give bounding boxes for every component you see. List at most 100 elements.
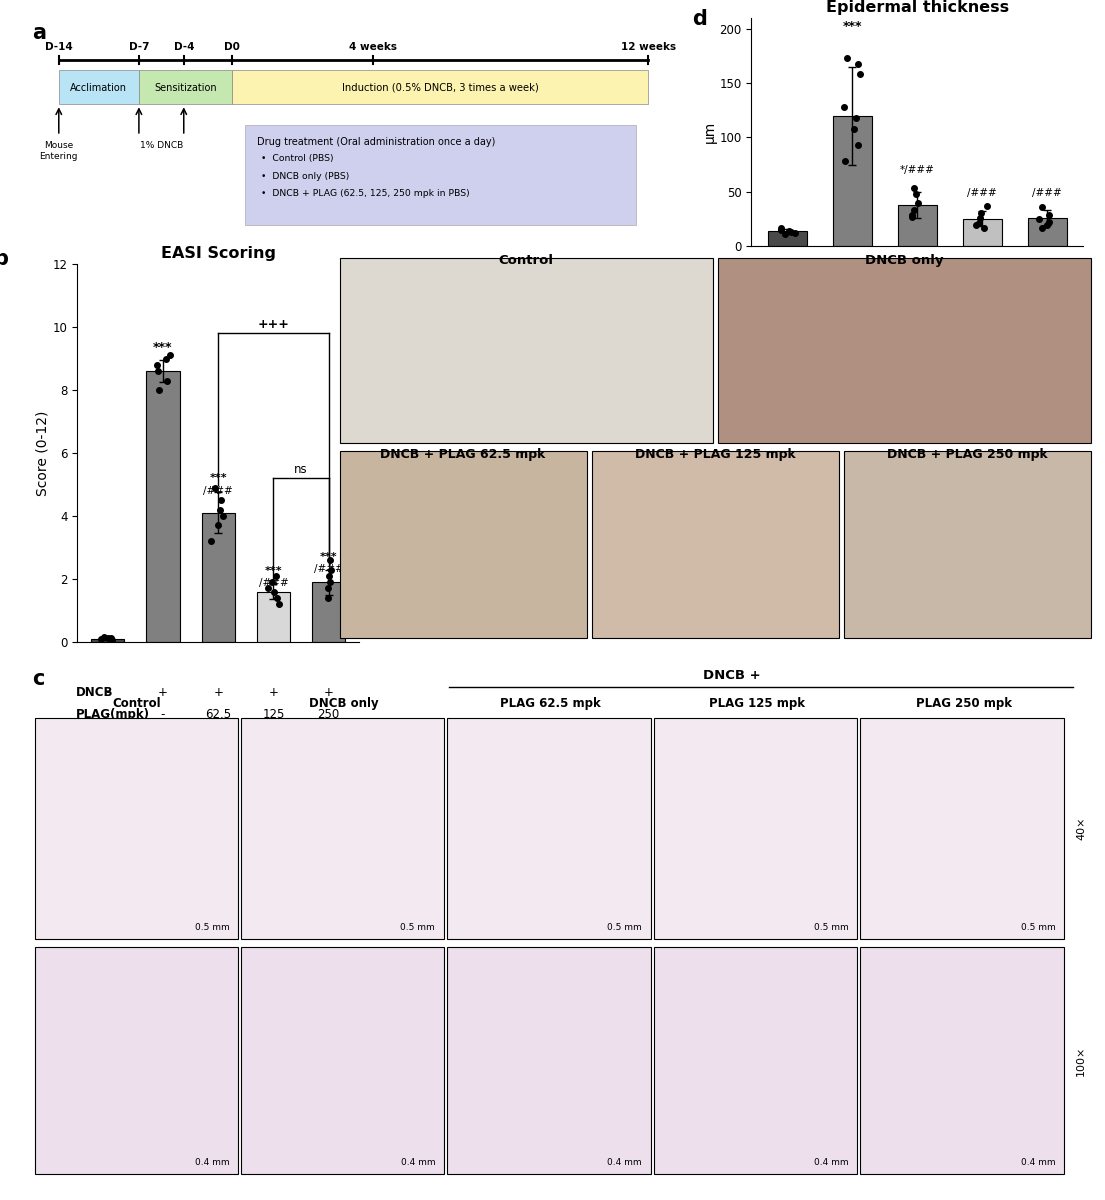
Text: 1% DNCB: 1% DNCB xyxy=(139,142,183,150)
Text: PLAG(mpk): PLAG(mpk) xyxy=(749,276,823,289)
Text: DNCB: DNCB xyxy=(76,686,113,700)
Point xyxy=(319,588,337,607)
Text: ***: *** xyxy=(842,20,862,34)
Point xyxy=(214,506,232,526)
Text: -: - xyxy=(785,265,789,278)
Point xyxy=(319,578,337,598)
Point xyxy=(835,97,853,116)
Text: DNCB + PLAG 125 mpk: DNCB + PLAG 125 mpk xyxy=(635,448,796,461)
Point xyxy=(260,578,277,598)
Point xyxy=(908,193,926,212)
Text: 250: 250 xyxy=(1036,276,1059,289)
Point xyxy=(772,220,790,239)
Text: 62.5: 62.5 xyxy=(206,708,231,721)
Title: Epidermal thickness: Epidermal thickness xyxy=(825,0,1009,16)
Text: /###: /### xyxy=(1032,188,1062,198)
Point xyxy=(160,346,178,365)
Text: 0.4 mm: 0.4 mm xyxy=(814,1158,849,1166)
Point xyxy=(1040,212,1057,232)
Point xyxy=(1033,218,1051,238)
Point xyxy=(971,208,989,227)
Text: Induction (0.5% DNCB, 3 times a week): Induction (0.5% DNCB, 3 times a week) xyxy=(341,83,538,92)
Text: c: c xyxy=(32,668,44,689)
Bar xyxy=(897,205,937,246)
Y-axis label: μm: μm xyxy=(703,121,717,143)
Text: 125: 125 xyxy=(262,708,285,721)
Y-axis label: Score (0-12): Score (0-12) xyxy=(35,410,50,496)
Text: 250: 250 xyxy=(317,708,340,721)
Point xyxy=(903,208,920,227)
Point xyxy=(776,224,793,244)
Bar xyxy=(844,451,1092,638)
Text: +: + xyxy=(158,686,168,700)
Point xyxy=(976,218,993,238)
Bar xyxy=(1028,217,1066,246)
Bar xyxy=(232,71,649,104)
Text: 0.4 mm: 0.4 mm xyxy=(1021,1158,1055,1166)
Bar xyxy=(92,638,124,642)
Point xyxy=(150,380,168,400)
Point xyxy=(967,216,985,235)
Bar xyxy=(313,582,345,642)
Point xyxy=(972,204,990,223)
Point xyxy=(202,532,220,551)
Point xyxy=(92,630,109,649)
Text: DNCB + PLAG 62.5 mpk: DNCB + PLAG 62.5 mpk xyxy=(380,448,546,461)
Point xyxy=(322,560,339,580)
Text: -: - xyxy=(161,708,165,721)
Text: 0.5 mm: 0.5 mm xyxy=(608,923,642,931)
Bar xyxy=(241,718,444,940)
Point xyxy=(158,371,176,390)
Text: DNCB only: DNCB only xyxy=(865,254,944,266)
Point xyxy=(211,500,229,520)
Text: D-7: D-7 xyxy=(128,42,149,52)
Text: •  DNCB only (PBS): • DNCB only (PBS) xyxy=(261,172,349,180)
Text: 0.5 mm: 0.5 mm xyxy=(194,923,230,931)
Text: 4 weeks: 4 weeks xyxy=(349,42,397,52)
Point xyxy=(322,551,339,570)
Point xyxy=(267,566,285,586)
Text: -: - xyxy=(785,276,789,289)
Bar xyxy=(339,451,587,638)
Point xyxy=(903,205,920,224)
Point xyxy=(210,516,228,535)
Bar xyxy=(339,258,713,443)
Point xyxy=(103,631,120,650)
Bar xyxy=(446,947,651,1175)
Text: 12 weeks: 12 weeks xyxy=(621,42,676,52)
Bar xyxy=(768,230,807,246)
Point xyxy=(978,197,996,216)
Text: +: + xyxy=(1042,265,1052,278)
Point xyxy=(845,119,863,138)
Text: 0.5 mm: 0.5 mm xyxy=(1021,923,1055,931)
Text: +: + xyxy=(269,686,278,700)
Point xyxy=(780,221,798,240)
Point xyxy=(207,478,224,497)
Text: 40×: 40× xyxy=(1076,817,1086,840)
Text: PLAG 125 mpk: PLAG 125 mpk xyxy=(709,697,806,710)
Point xyxy=(1031,209,1049,228)
Point xyxy=(103,629,120,648)
Text: DNCB: DNCB xyxy=(749,265,787,278)
Text: •  Control (PBS): • Control (PBS) xyxy=(261,155,334,163)
Bar xyxy=(860,718,1064,940)
Bar xyxy=(59,71,139,104)
Text: Drug treatment (Oral administration once a day): Drug treatment (Oral administration once… xyxy=(257,137,496,146)
Text: -: - xyxy=(106,686,109,700)
Text: DNCB only: DNCB only xyxy=(308,697,378,710)
Point xyxy=(95,628,113,647)
Bar xyxy=(654,718,857,940)
Text: a: a xyxy=(32,23,46,43)
Text: D0: D0 xyxy=(224,42,240,52)
Text: DNCB +: DNCB + xyxy=(703,668,760,682)
Text: •  DNCB + PLAG (62.5, 125, 250 mpk in PBS): • DNCB + PLAG (62.5, 125, 250 mpk in PBS… xyxy=(261,190,470,198)
Text: 0.4 mm: 0.4 mm xyxy=(400,1158,435,1166)
Bar xyxy=(654,947,857,1175)
Text: PLAG(mpk): PLAG(mpk) xyxy=(76,708,149,721)
Bar xyxy=(718,258,1092,443)
Point xyxy=(1040,205,1057,224)
Text: +: + xyxy=(848,265,857,278)
Text: */###: */### xyxy=(899,166,935,175)
Point xyxy=(835,151,853,170)
Text: D-14: D-14 xyxy=(45,42,73,52)
